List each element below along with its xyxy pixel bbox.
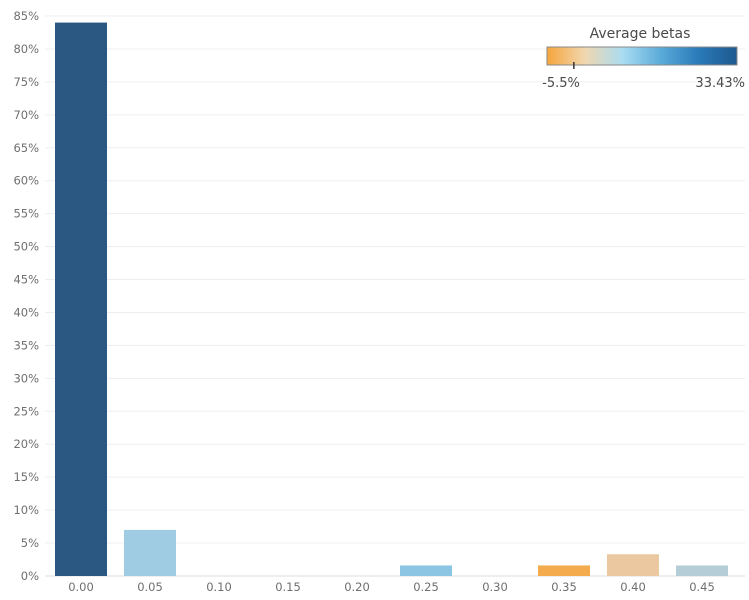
legend-title: Average betas <box>590 26 691 42</box>
x-tick-label: 0.45 <box>689 580 715 594</box>
y-tick-label: 5% <box>21 536 39 550</box>
y-tick-label: 40% <box>13 305 39 319</box>
y-tick-label: 15% <box>13 470 39 484</box>
y-tick-label: 75% <box>13 75 39 89</box>
y-tick-label: 60% <box>13 174 39 188</box>
x-tick-label: 0.15 <box>275 580 301 594</box>
y-tick-label: 50% <box>13 240 39 254</box>
legend-gradient-bar <box>546 46 738 66</box>
x-tick-label: 0.40 <box>620 580 646 594</box>
legend-max-label: 33.43% <box>695 76 745 91</box>
y-axis: 0% 5% 10% 15% 20% 25% 30% 35% 40% 45% 50% 55% 60% 65%… <box>13 9 39 583</box>
x-tick-label: 0.00 <box>68 580 94 594</box>
y-tick-label: 35% <box>13 338 39 352</box>
color-legend: Average betas -5.5% 33.43% <box>542 26 745 91</box>
y-tick-label: 10% <box>13 503 39 517</box>
x-tick-label: 0.35 <box>551 580 577 594</box>
y-tick-label: 55% <box>13 207 39 221</box>
x-tick-label: 0.10 <box>206 580 232 594</box>
y-tick-label: 85% <box>13 9 39 23</box>
grid-lines <box>45 15 745 577</box>
x-tick-label: 0.25 <box>413 580 439 594</box>
y-tick-label: 70% <box>13 108 39 122</box>
x-tick-label: 0.20 <box>344 580 370 594</box>
bars <box>55 22 728 576</box>
x-axis: 0.00 0.05 0.10 0.15 0.20 0.25 0.30 0.35 0.40 0.45 <box>68 580 715 594</box>
bar-0.45[interactable] <box>676 565 728 576</box>
y-tick-label: 80% <box>13 42 39 56</box>
legend-min-label: -5.5% <box>542 76 580 91</box>
y-tick-label: 0% <box>21 569 39 583</box>
bar-0.05[interactable] <box>124 529 176 576</box>
bar-0.40[interactable] <box>607 554 659 576</box>
y-tick-label: 25% <box>13 404 39 418</box>
x-tick-label: 0.05 <box>137 580 163 594</box>
bar-0.25[interactable] <box>400 565 452 576</box>
y-tick-label: 45% <box>13 273 39 287</box>
y-tick-label: 65% <box>13 141 39 155</box>
y-tick-label: 30% <box>13 371 39 385</box>
x-tick-label: 0.30 <box>482 580 508 594</box>
y-tick-label: 20% <box>13 437 39 451</box>
bar-0.35[interactable] <box>538 565 590 576</box>
bar-0.00[interactable] <box>55 22 107 576</box>
